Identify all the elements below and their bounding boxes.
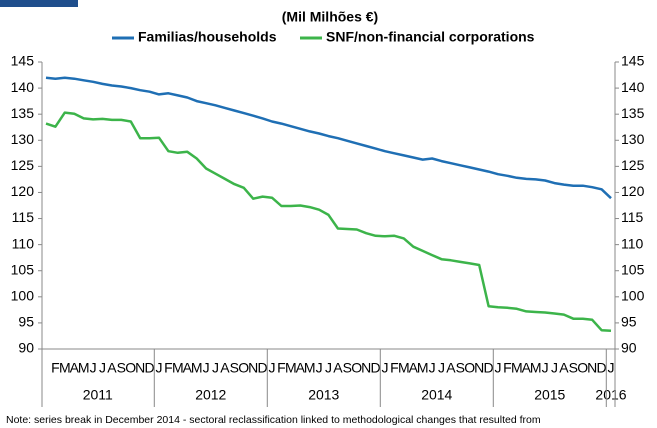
x-tick-label: N — [361, 360, 371, 376]
x-tick-label: M — [530, 360, 542, 376]
y2-tick-label: 105 — [621, 261, 645, 277]
x-tick-label: O — [577, 360, 588, 376]
y-tick-label: 140 — [11, 79, 35, 95]
x-tick-label: J — [495, 360, 502, 376]
y2-tick-label: 125 — [621, 157, 645, 173]
note: Note: series break in December 2014 - se… — [6, 414, 541, 426]
x-tick-label: J — [325, 360, 332, 376]
x-tick-label: A — [409, 360, 419, 376]
y-tick-label: 100 — [11, 288, 35, 304]
legend-label: Familias/households — [138, 29, 277, 45]
y2-tick-label: 95 — [621, 314, 637, 330]
x-tick-label: N — [135, 360, 145, 376]
x-tick-label: J — [551, 360, 558, 376]
year-label: 2011 — [83, 387, 113, 403]
x-tick-label: N — [587, 360, 597, 376]
y-tick-label: 115 — [12, 209, 35, 225]
y2-tick-label: 140 — [621, 79, 645, 95]
x-tick-label: J — [438, 360, 445, 376]
series-line — [45, 76, 612, 200]
x-tick-label: N — [474, 360, 484, 376]
x-tick-label: A — [70, 360, 80, 376]
y-tick-label: 135 — [11, 105, 35, 121]
x-tick-label: S — [117, 360, 126, 376]
x-tick-label: O — [238, 360, 249, 376]
x-tick-label: S — [456, 360, 465, 376]
x-tick-label: A — [333, 360, 343, 376]
x-tick-label: O — [125, 360, 136, 376]
y2-tick-label: 120 — [621, 183, 645, 199]
x-tick-label: D — [484, 360, 494, 376]
x-tick-label: J — [608, 360, 615, 376]
y-tick-label: 120 — [11, 183, 35, 199]
year-label: 2016 — [595, 387, 626, 403]
year-label: 2015 — [534, 387, 565, 403]
x-tick-label: N — [248, 360, 258, 376]
x-tick-label: M — [285, 360, 297, 376]
x-tick-label: F — [277, 360, 286, 376]
y-tick-label: 125 — [11, 157, 35, 173]
x-tick-label: O — [464, 360, 475, 376]
x-tick-label: J — [316, 360, 323, 376]
x-tick-label: J — [156, 360, 163, 376]
x-tick-label: J — [203, 360, 210, 376]
x-tick-label: J — [90, 360, 97, 376]
x-tick-label: M — [59, 360, 71, 376]
x-tick-label: A — [522, 360, 532, 376]
x-tick-label: J — [212, 360, 219, 376]
series-line — [45, 111, 612, 332]
chart-title: (Mil Milhões €) — [282, 9, 378, 25]
x-tick-label: M — [191, 360, 203, 376]
x-tick-label: J — [269, 360, 276, 376]
y2-tick-label: 115 — [621, 209, 644, 225]
x-tick-label: M — [172, 360, 184, 376]
x-tick-label: S — [569, 360, 578, 376]
x-tick-label: A — [559, 360, 569, 376]
x-tick-label: M — [304, 360, 316, 376]
x-tick-label: S — [343, 360, 352, 376]
x-tick-label: O — [351, 360, 362, 376]
x-tick-label: M — [78, 360, 90, 376]
x-tick-label: A — [107, 360, 117, 376]
y2-tick-label: 130 — [621, 131, 645, 147]
y2-tick-label: 110 — [621, 235, 644, 251]
y-tick-label: 90 — [18, 340, 34, 356]
x-tick-label: M — [511, 360, 523, 376]
y2-tick-label: 145 — [621, 53, 645, 69]
year-label: 2014 — [421, 387, 452, 403]
y-tick-label: 110 — [12, 235, 35, 251]
x-tick-label: M — [417, 360, 429, 376]
x-tick-label: M — [398, 360, 410, 376]
y-tick-label: 130 — [11, 131, 35, 147]
x-tick-label: J — [542, 360, 549, 376]
y-tick-label: 105 — [11, 261, 35, 277]
x-tick-label: A — [220, 360, 230, 376]
legend-label: SNF/non-financial corporations — [326, 29, 535, 45]
x-tick-label: D — [371, 360, 381, 376]
x-tick-label: D — [258, 360, 268, 376]
year-label: 2012 — [195, 387, 226, 403]
y-tick-label: 95 — [18, 314, 34, 330]
x-tick-label: S — [230, 360, 239, 376]
x-tick-label: D — [597, 360, 607, 376]
year-label: 2013 — [308, 387, 339, 403]
y2-tick-label: 135 — [621, 105, 645, 121]
x-tick-label: F — [390, 360, 399, 376]
y2-tick-label: 100 — [621, 288, 645, 304]
x-tick-label: F — [51, 360, 60, 376]
x-tick-label: A — [446, 360, 456, 376]
x-tick-label: J — [99, 360, 106, 376]
x-tick-label: A — [183, 360, 193, 376]
x-tick-label: F — [164, 360, 173, 376]
x-tick-label: J — [382, 360, 389, 376]
logo — [0, 0, 78, 7]
x-tick-label: J — [429, 360, 436, 376]
y2-tick-label: 90 — [621, 340, 637, 356]
y-tick-label: 145 — [11, 53, 35, 69]
x-tick-label: D — [145, 360, 155, 376]
x-tick-label: F — [503, 360, 512, 376]
x-tick-label: A — [296, 360, 306, 376]
